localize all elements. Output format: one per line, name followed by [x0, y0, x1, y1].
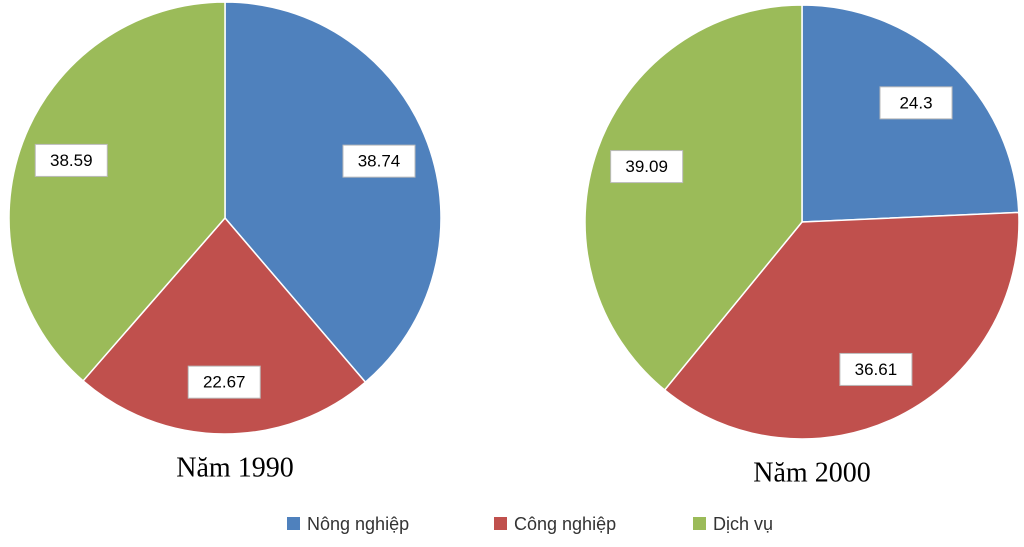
pie-slice — [224, 1, 442, 384]
data-label: 22.67 — [203, 373, 246, 392]
data-label: 38.59 — [50, 151, 93, 170]
legend-label: Nông nghiệp — [307, 514, 409, 534]
data-label: 38.74 — [358, 152, 401, 171]
pie-slice — [82, 216, 367, 435]
data-label-box — [879, 86, 953, 120]
legend-swatch — [287, 517, 300, 530]
legend-swatch — [494, 517, 507, 530]
pie-slice — [663, 211, 1020, 440]
data-label-box — [342, 144, 416, 178]
chart-title: Năm 2000 — [753, 457, 870, 488]
legend-label: Công nghiệp — [514, 514, 616, 534]
data-label-box — [839, 352, 913, 386]
legend-swatch — [693, 517, 706, 530]
pie-slice — [8, 1, 226, 382]
data-label-box — [187, 365, 261, 399]
data-label: 39.09 — [625, 157, 668, 176]
pie-slice — [584, 4, 803, 392]
legend-label: Dịch vụ — [713, 514, 773, 534]
chart-title: Năm 1990 — [176, 452, 293, 483]
data-label-box — [34, 143, 108, 177]
data-label: 36.61 — [855, 360, 898, 379]
data-label-box — [610, 150, 684, 184]
data-label: 24.3 — [899, 93, 932, 112]
